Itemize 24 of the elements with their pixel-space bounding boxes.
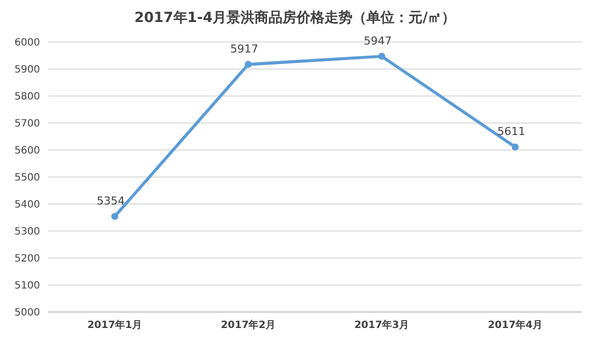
y-tick-label: 5400 xyxy=(14,200,40,210)
y-tick-label: 5900 xyxy=(14,64,40,76)
data-label: 5611 xyxy=(497,125,526,138)
x-tick-label: 2017年3月 xyxy=(354,319,410,331)
y-tick-label: 6000 xyxy=(14,38,40,48)
y-tick-label: 5700 xyxy=(14,118,40,130)
y-tick-label: 5100 xyxy=(14,280,40,292)
y-tick-label: 5300 xyxy=(14,226,40,238)
x-tick-label: 2017年2月 xyxy=(220,319,276,331)
point xyxy=(244,60,252,68)
chart-title: 2017年1-4月景洪商品房价格走势（单位：元/㎡） xyxy=(134,9,456,26)
data-label: 5354 xyxy=(96,194,125,208)
data-label: 5917 xyxy=(230,42,258,56)
y-tick-label: 5800 xyxy=(14,92,40,102)
x-tick-label: 2017年1月 xyxy=(87,319,142,331)
y-tick-label: 5600 xyxy=(14,146,40,156)
y-tick-label: 5500 xyxy=(14,172,40,184)
y-tick-label: 5000 xyxy=(14,308,40,318)
point xyxy=(378,52,386,60)
point xyxy=(512,144,519,151)
point xyxy=(111,212,118,220)
y-tick-label: 5200 xyxy=(14,254,40,264)
x-tick-label: 2017年4月 xyxy=(488,319,543,331)
data-label: 5947 xyxy=(364,34,392,48)
